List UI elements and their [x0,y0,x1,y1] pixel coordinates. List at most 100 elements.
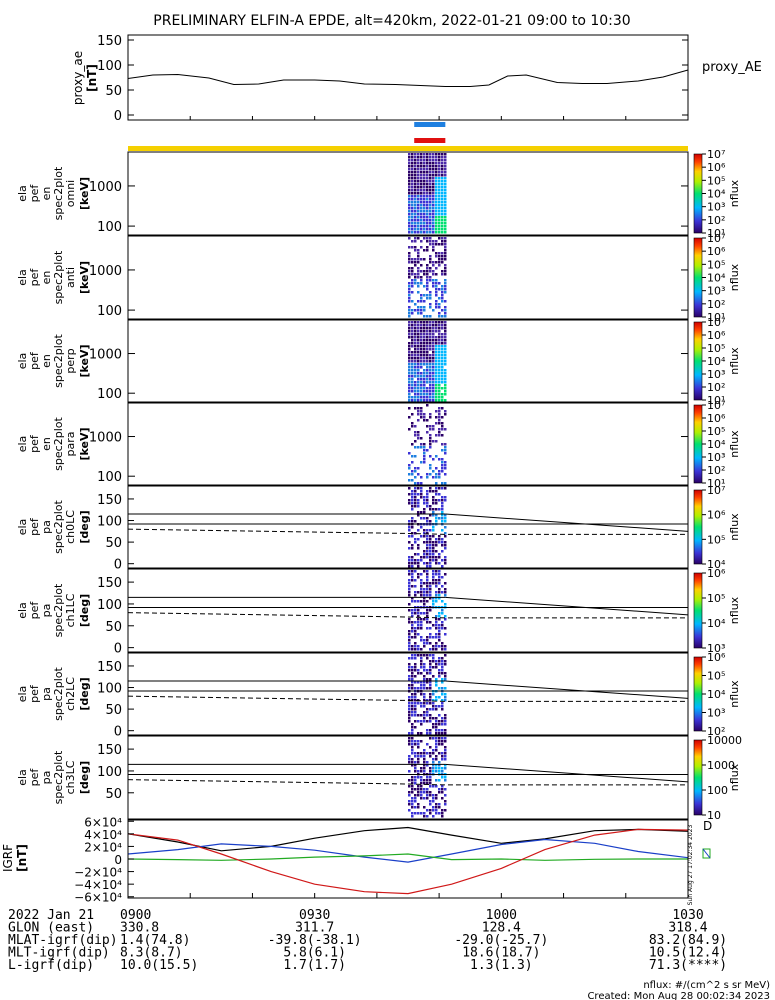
pa-spectrogram-cell [420,705,423,708]
spectrogram-cell [438,225,441,228]
spectrogram-cell [426,399,429,402]
spectrogram-cell [426,288,429,291]
spectrogram-cell [444,375,447,378]
pa-spectrogram-cell [435,812,438,815]
pa-spectrogram-cell [417,514,420,517]
spectrogram-cell [423,222,426,225]
pa-spectrogram-cell [429,520,432,523]
spectrogram-cell [420,186,423,189]
spectrogram-cell [408,159,411,162]
proxy-ae-tick-label: 150 [97,34,122,49]
colorbar-tick-label: 10³ [707,451,725,464]
spectrogram-cell [414,249,417,252]
pa-spectrogram-cell [429,732,432,735]
spectrogram-cell [423,321,426,324]
spectrogram-cell [435,330,438,333]
pa-spectrogram-cell [435,600,438,603]
pa-spectrogram-cell [414,657,417,660]
pa-spectrogram-cell [417,681,420,684]
pa-spectrogram-cell [435,499,438,502]
pa-spectrogram-cell [423,758,426,761]
pa-spectrogram-cell [435,749,438,752]
pa-spectrogram-cell [429,752,432,755]
spectrogram-cell [444,473,447,476]
spectrogram-cell [432,279,435,282]
pa-spectrogram-cell [444,800,447,803]
pa-spectrogram-cell [432,547,435,550]
pa-spectrogram-cell [429,737,432,740]
spectrogram-cell [435,393,438,396]
spectrogram-cell [426,192,429,195]
energy-panel-ylabel-line: pef [28,434,41,453]
pa-spectrogram-cell [411,585,414,588]
pa-spectrogram-cell [429,642,432,645]
pa-spectrogram-cell [441,732,444,735]
pa-spectrogram-cell [441,544,444,547]
proxy-ae-legend: proxy_AE [702,60,762,75]
ephem-value: 128.4 [482,921,521,936]
spectrogram-cell [441,369,444,372]
spectrogram-cell [414,186,417,189]
spectrogram-cell [441,363,444,366]
pa-spectrogram-cell [414,520,417,523]
pa-spectrogram-cell [435,794,438,797]
spectrogram-cell [408,384,411,387]
igrf-ylabel-unit: [nT] [15,844,29,872]
pa-spectrogram-cell [411,779,414,782]
spectrogram-cell [429,162,432,165]
pa-spectrogram-cell [423,669,426,672]
pa-spectrogram-cell [417,687,420,690]
spectrogram-cell [417,249,420,252]
spectrogram-cell [432,156,435,159]
spectrogram-cell [429,189,432,192]
pa-spectrogram-cell [411,726,414,729]
pa-panel-ylabel-line: spec2plot [52,583,65,637]
spectrogram-cell [420,410,423,413]
colorbar-tick-label: 10³ [707,285,725,298]
igrf-tick-label: 4×10⁴ [84,828,122,842]
energy-panel-ylabel-line: en [40,437,53,451]
spectrogram-cell [417,390,420,393]
pa-spectrogram-cell [426,669,429,672]
pa-spectrogram-cell [420,487,423,490]
spectrogram-cell [441,428,444,431]
pa-spectrogram-cell [441,576,444,579]
spectrogram-cell [438,458,441,461]
spectrogram-cell [420,330,423,333]
spectrogram-cell [435,396,438,399]
colorbar-e3 [693,404,703,484]
pa-spectrogram-cell [438,660,441,663]
spectrogram-cell [420,276,423,279]
spectrogram-cell [408,396,411,399]
pa-spectrogram-cell [444,723,447,726]
energy-panel-frame [127,402,689,486]
spectrogram-cell [441,270,444,273]
pa-spectrogram-cell [435,729,438,732]
spectrogram-cell [432,351,435,354]
pa-spectrogram-cell [441,487,444,490]
colorbar-label: nflux [728,263,741,291]
spectrogram-cell [414,396,417,399]
pa-spectrogram-cell [429,550,432,553]
spectrogram-cell [432,159,435,162]
spectrogram-cell [426,213,429,216]
spectrogram-cell [420,195,423,198]
spectrogram-cell [411,366,414,369]
spectrogram-cell [414,195,417,198]
spectrogram-cell [429,261,432,264]
pa-spectrogram-cell [438,562,441,565]
colorbar-tick-label: 10⁶ [707,245,726,258]
spectrogram-cell [417,210,420,213]
pa-spectrogram-cell [411,714,414,717]
spectrogram-cell [426,189,429,192]
pa-spectrogram-cell [444,573,447,576]
spectrogram-cell [426,419,429,422]
pa-spectrogram-cell [444,729,447,732]
spectrogram-cell [432,153,435,156]
pa-spectrogram-cell [438,732,441,735]
spectrogram-cell [432,198,435,201]
spectrogram-cell [426,476,429,479]
colorbar-tick-label: 10³ [707,707,725,720]
spectrogram-cell [432,321,435,324]
spectrogram-cell [426,156,429,159]
